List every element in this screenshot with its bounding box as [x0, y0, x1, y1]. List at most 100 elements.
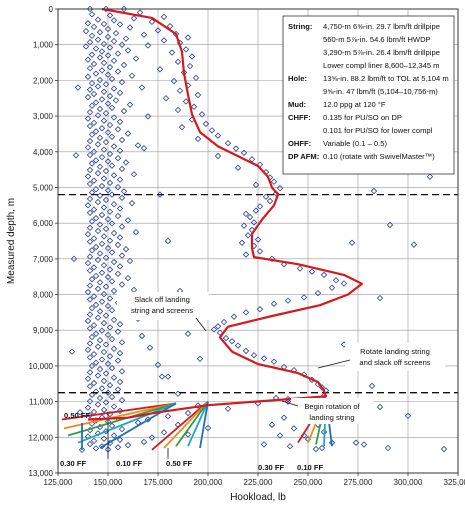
- scatter-point: [94, 16, 102, 23]
- y-tick-label: 3,000: [33, 112, 54, 121]
- scatter-point: [86, 209, 94, 216]
- scatter-point: [88, 247, 96, 254]
- y-tick-label: 12,000: [29, 433, 54, 442]
- scatter-point: [252, 207, 260, 214]
- scatter-point: [86, 267, 94, 274]
- scatter-point: [106, 121, 114, 129]
- scatter-point: [352, 439, 360, 446]
- scatter-point: [270, 178, 278, 185]
- scatter-point: [122, 35, 130, 42]
- scatter-point: [88, 276, 96, 283]
- scatter-point: [164, 373, 172, 380]
- scatter-point: [108, 249, 116, 256]
- scatter-point: [118, 79, 126, 86]
- scatter-point: [118, 223, 126, 230]
- scatter-point: [90, 23, 98, 31]
- scatter-point: [114, 183, 122, 191]
- scatter-point: [100, 319, 108, 327]
- scatter-point: [86, 166, 94, 174]
- scatter-point: [426, 173, 434, 180]
- scatter-point: [168, 49, 176, 56]
- scatter-point: [124, 274, 132, 282]
- scatter-point: [242, 251, 250, 258]
- scatter-point: [98, 356, 106, 363]
- scatter-point: [102, 283, 110, 290]
- scatter-point: [148, 18, 156, 26]
- scatter-point: [194, 91, 202, 99]
- annotations: Slack off landing string and screens Rot…: [117, 292, 445, 424]
- scatter-point: [116, 118, 124, 125]
- scatter-point: [98, 385, 106, 392]
- scatter-point: [116, 89, 124, 97]
- scatter-point: [108, 307, 116, 314]
- scatter-point: [104, 302, 112, 310]
- scatter-point: [196, 355, 204, 362]
- y-tick-label: 2,000: [33, 76, 54, 85]
- scatter-point: [276, 185, 284, 192]
- scatter-point: [104, 158, 112, 165]
- scatter-point: [120, 107, 128, 115]
- scatter-point: [154, 361, 162, 369]
- scatter-point: [240, 222, 248, 229]
- scatter-point: [86, 311, 94, 318]
- scatter-point: [128, 72, 136, 79]
- scatter-point: [110, 403, 118, 410]
- scatter-point: [98, 48, 106, 55]
- scatter-point: [114, 357, 122, 364]
- scatter-point: [100, 59, 108, 67]
- scatter-point: [94, 83, 102, 90]
- ff-labels: 0.50 FF 0.30 FF 0.10 FF 0.50 FF 0.30 FF …: [60, 411, 324, 472]
- scatter-point: [104, 389, 112, 396]
- scatter-point: [114, 444, 122, 451]
- scatter-point: [88, 362, 96, 370]
- scatter-point: [96, 365, 104, 373]
- scatter-point: [108, 364, 116, 372]
- scatter-point: [104, 33, 112, 41]
- scatter-point: [132, 55, 140, 62]
- scatter-point: [110, 345, 118, 352]
- scatter-point: [94, 256, 102, 264]
- scatter-point: [92, 359, 100, 366]
- scatter-point: [116, 263, 124, 270]
- scatter-point: [86, 440, 94, 448]
- scatter-point: [118, 425, 126, 433]
- scatter-point: [118, 368, 126, 375]
- scatter-point: [214, 152, 222, 160]
- scatter-point: [256, 248, 264, 255]
- scatter-point: [84, 375, 92, 382]
- scatter-point: [404, 412, 412, 420]
- annotation-begin-rotation-line2: landing string: [309, 413, 354, 422]
- scatter-point: [216, 329, 224, 336]
- scatter-point: [384, 444, 392, 452]
- scatter-point: [360, 441, 368, 448]
- scatter-point: [102, 341, 110, 348]
- scatter-point: [96, 221, 104, 228]
- scatter-point: [222, 334, 230, 342]
- scatter-point: [116, 349, 124, 357]
- scatter-point: [100, 117, 108, 124]
- legend-key-string: String:: [288, 22, 312, 31]
- scatter-point: [308, 268, 316, 275]
- scatter-point: [90, 293, 98, 300]
- scatter-point: [110, 57, 118, 64]
- scatter-point: [144, 42, 152, 49]
- scatter-point: [86, 65, 94, 72]
- scatter-point: [100, 435, 108, 442]
- x-tick-label: 150,000: [94, 478, 123, 487]
- friction-factor-fans: [61, 397, 333, 459]
- y-tick-label: 6,000: [33, 219, 54, 228]
- scatter-point: [126, 101, 134, 108]
- y-tick-label: 8,000: [33, 291, 54, 300]
- scatter-point: [110, 172, 118, 179]
- scatter-point: [84, 20, 92, 27]
- ff-label-left-030: 0.30 FF: [60, 459, 87, 468]
- scatter-point: [262, 193, 270, 200]
- scatter-point: [92, 157, 100, 164]
- scatter-point: [70, 255, 78, 263]
- scatter-point: [108, 278, 116, 285]
- ff-label-mid-050: 0.50 FF: [166, 459, 193, 468]
- scatter-point: [90, 60, 98, 68]
- scatter-point: [332, 277, 340, 284]
- scatter-point: [164, 413, 172, 420]
- scatter-point: [250, 352, 258, 359]
